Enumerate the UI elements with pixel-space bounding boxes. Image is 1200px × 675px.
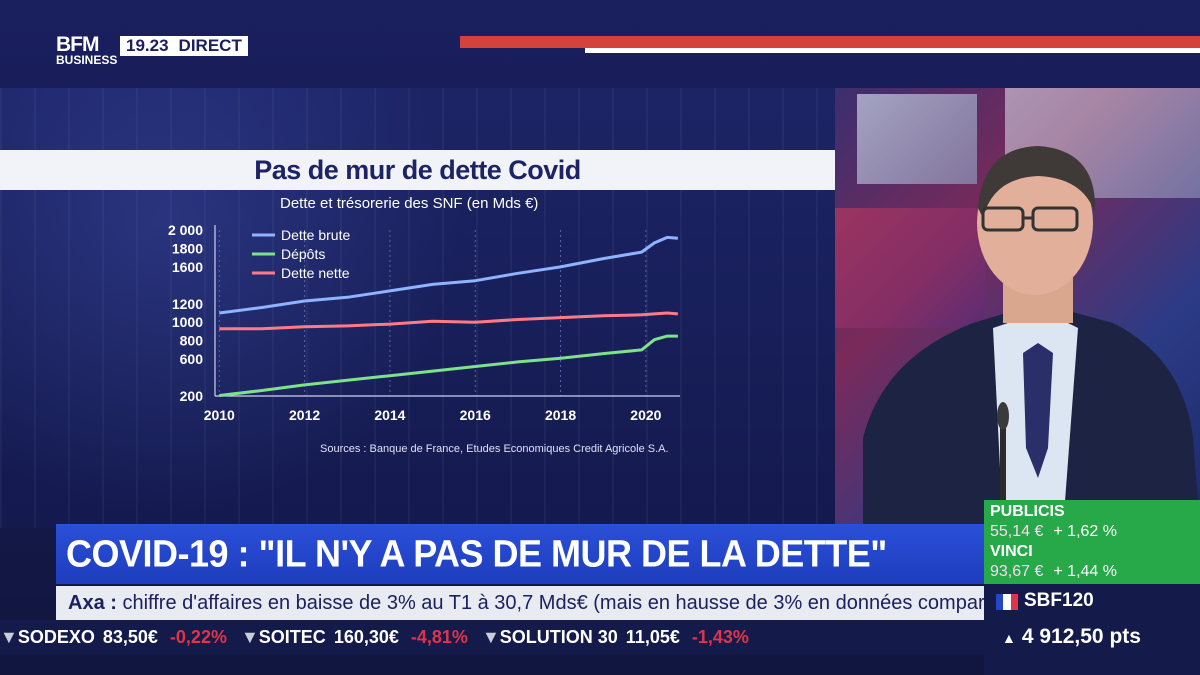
x-tick-label: 2016 bbox=[460, 407, 491, 423]
y-tick-label: 1800 bbox=[172, 240, 203, 256]
chart-title-band bbox=[0, 150, 835, 190]
stock-change: -1,43% bbox=[691, 627, 749, 647]
mover-name: PUBLICIS bbox=[990, 503, 1065, 520]
chart-subtitle: Dette et trésorerie des SNF (en Mds €) bbox=[280, 195, 538, 212]
index-name: SBF120 bbox=[1024, 590, 1094, 611]
mover-name: VINCI bbox=[990, 543, 1033, 560]
studio-screen bbox=[857, 94, 977, 184]
arrow-down-icon: ▼ bbox=[0, 627, 18, 647]
stock-name: SOITEC bbox=[258, 627, 326, 647]
stock-change: -4,81% bbox=[410, 627, 468, 647]
news-ticker: Axa : chiffre d'affaires en baisse de 3%… bbox=[56, 586, 984, 620]
y-tick-label: 1000 bbox=[172, 314, 203, 330]
headline-bar bbox=[56, 524, 984, 584]
legend-label: Dépôts bbox=[281, 246, 325, 262]
top-accent-white bbox=[585, 48, 1200, 53]
legend-label: Dette nette bbox=[281, 265, 350, 281]
x-tick-label: 2020 bbox=[630, 407, 661, 423]
top-movers-panel: PUBLICIS 55,14 € + 1,62 % VINCI 93,67 € + 1,4… bbox=[984, 500, 1200, 584]
france-flag-icon bbox=[996, 594, 1018, 610]
stock-item: ▼ SOITEC 160,30€ -4,81% bbox=[241, 620, 468, 654]
x-tick-label: 2014 bbox=[374, 407, 405, 423]
stock-price: 83,50€ bbox=[102, 627, 158, 647]
stock-name: SODEXO bbox=[17, 627, 95, 647]
logo-line2: BUSINESS bbox=[56, 52, 118, 67]
mover-row: 93,67 € + 1,44 % bbox=[990, 562, 1194, 582]
stock-ticker: ▼ SODEXO 83,50€ -0,22% ▼ SOITEC 160,30€ -4,8… bbox=[0, 620, 984, 654]
logo-line1: BFM bbox=[56, 33, 100, 56]
chart-source: Sources : Banque de France, Etudes Econo… bbox=[320, 443, 669, 455]
live-label: DIRECT bbox=[178, 36, 242, 55]
x-tick-label: 2010 bbox=[204, 407, 235, 423]
index-panel: SBF120 ▲ 4 912,50 pts bbox=[984, 584, 1200, 675]
series-line bbox=[219, 235, 679, 315]
arrow-up-icon: ▲ bbox=[1002, 630, 1016, 646]
broadcast-time: 19.23 bbox=[126, 36, 169, 55]
headline: COVID-19 : "IL N'Y A PAS DE MUR DE LA DE… bbox=[66, 531, 887, 575]
y-tick-label: 600 bbox=[180, 351, 204, 367]
x-tick-label: 2012 bbox=[289, 407, 320, 423]
y-tick-label: 800 bbox=[180, 333, 204, 349]
mover-change: + 1,62 % bbox=[1053, 523, 1117, 540]
mover-price: 55,14 € bbox=[990, 523, 1044, 540]
y-tick-label: 200 bbox=[180, 388, 204, 404]
x-tick-label: 2018 bbox=[545, 407, 576, 423]
chart-title: Pas de mur de dette Covid bbox=[254, 155, 581, 185]
mover-row: 55,14 € + 1,62 % bbox=[990, 522, 1194, 542]
y-tick-label: 1600 bbox=[172, 259, 203, 275]
stock-price: 11,05€ bbox=[625, 627, 680, 647]
stock-change: -0,22% bbox=[169, 627, 227, 647]
index-value: 4 912,50 pts bbox=[1021, 625, 1141, 648]
index-value-row: ▲ 4 912,50 pts bbox=[1002, 625, 1141, 649]
mover-change: + 1,44 % bbox=[1053, 563, 1117, 580]
news-company: Axa : bbox=[68, 592, 117, 614]
legend-label: Dette brute bbox=[281, 227, 350, 243]
series-line bbox=[219, 311, 679, 331]
y-tick-label: 1200 bbox=[172, 296, 203, 312]
stock-item: ▼ SODEXO 83,50€ -0,22% bbox=[0, 620, 227, 654]
news-text: chiffre d'affaires en baisse de 3% au T1… bbox=[122, 592, 984, 614]
stock-price: 160,30€ bbox=[333, 627, 399, 647]
arrow-down-icon: ▼ bbox=[481, 627, 500, 647]
stock-item: ▼ SOLUTION 30 11,05€ -1,43% bbox=[482, 620, 749, 654]
arrow-down-icon: ▼ bbox=[240, 627, 259, 647]
time-badge: 19.23 DIRECT bbox=[120, 36, 248, 56]
mover-price: 93,67 € bbox=[990, 563, 1044, 580]
series-line bbox=[219, 334, 678, 397]
studio-screen bbox=[835, 208, 985, 328]
guest-presenter bbox=[863, 146, 1200, 528]
line-chart: Dette et trésorerie des SNF (en Mds €) 20… bbox=[168, 195, 680, 455]
top-accent-red bbox=[460, 36, 1200, 48]
y-tick-label: 2 000 bbox=[168, 222, 203, 238]
channel-logo: BFM BUSINESS bbox=[56, 33, 118, 67]
stock-name: SOLUTION 30 bbox=[499, 627, 618, 647]
studio-video bbox=[835, 88, 1200, 528]
